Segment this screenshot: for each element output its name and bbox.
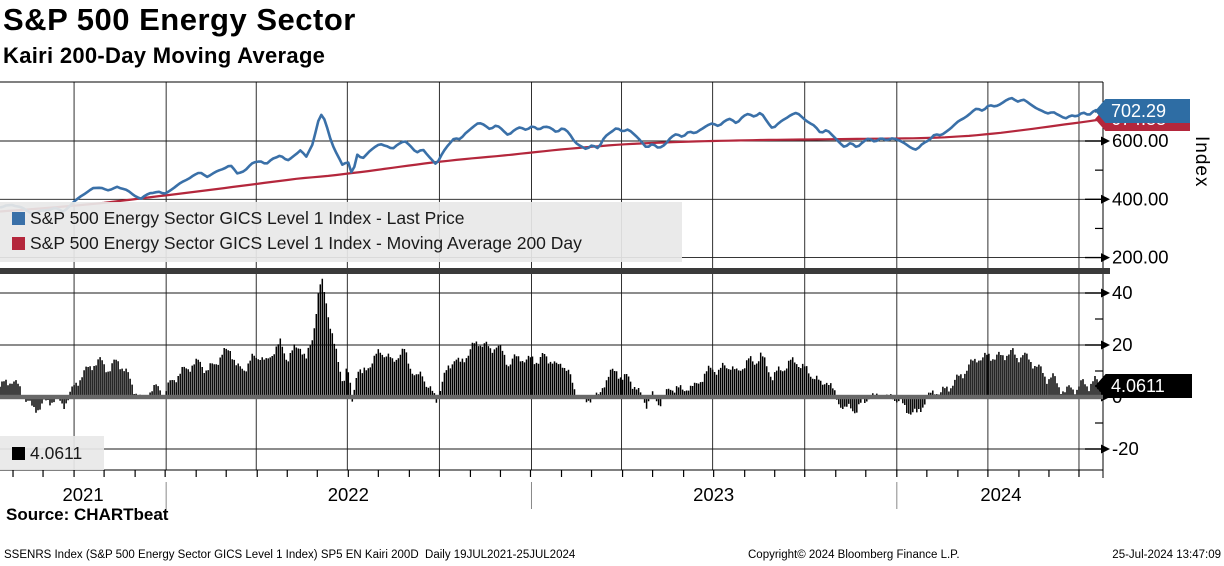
svg-text:2023: 2023 <box>693 484 734 505</box>
svg-text:2024: 2024 <box>980 484 1021 505</box>
footer-timestamp: 25-Jul-2024 13:47:09 <box>1112 549 1221 561</box>
right-axis-unit-label: Index <box>1191 136 1212 188</box>
svg-text:2021: 2021 <box>62 484 103 505</box>
plot-frame <box>0 81 1104 478</box>
legend-label-moving-average: S&P 500 Energy Sector GICS Level 1 Index… <box>30 233 582 253</box>
last-price-value-tag: 702.29 <box>1095 99 1190 123</box>
vertical-gridlines <box>73 82 1080 470</box>
footer-copyright: Copyright© 2024 Bloomberg Finance L.P. <box>748 549 960 561</box>
svg-text:600.00: 600.00 <box>1112 130 1169 151</box>
legend-label-last-price: S&P 500 Energy Sector GICS Level 1 Index… <box>30 208 465 228</box>
price-panel-legend: S&P 500 Energy Sector GICS Level 1 Index… <box>0 202 682 262</box>
legend-item-last-price[interactable]: S&P 500 Energy Sector GICS Level 1 Index… <box>0 206 682 231</box>
horizontal-gridlines <box>0 140 1103 450</box>
svg-text:-20: -20 <box>1112 438 1139 459</box>
legend-item-moving-average[interactable]: S&P 500 Energy Sector GICS Level 1 Index… <box>0 231 682 256</box>
last-price-swatch-icon <box>12 212 25 225</box>
kairi-zero-line <box>0 394 1103 400</box>
footer-security-description: SSENRS Index (S&P 500 Energy Sector GICS… <box>4 549 576 561</box>
kairi-value-tag: 4.0611 <box>1095 374 1192 398</box>
kairi-panel-legend[interactable]: 4.0611 <box>0 436 104 470</box>
page-title: S&P 500 Energy Sector <box>3 2 356 37</box>
legend-item-kairi: 4.0611 <box>0 441 82 466</box>
price-lines <box>0 96 1103 216</box>
source-line: Source: CHARTbeat <box>6 505 169 524</box>
moving-average-swatch-icon <box>12 237 25 250</box>
svg-text:400.00: 400.00 <box>1112 188 1169 209</box>
panel-separator <box>0 268 1110 274</box>
svg-text:200.00: 200.00 <box>1112 247 1169 268</box>
svg-text:40: 40 <box>1112 282 1133 303</box>
kairi-swatch-icon <box>12 446 25 460</box>
svg-text:20: 20 <box>1112 334 1133 355</box>
x-axis: 2021 2022 2023 2024 <box>12 470 1080 509</box>
page-subtitle: Kairi 200-Day Moving Average <box>3 43 326 68</box>
svg-text:2022: 2022 <box>328 484 369 505</box>
kairi-legend-value: 4.0611 <box>30 442 83 463</box>
kairi-bars <box>0 278 1103 415</box>
